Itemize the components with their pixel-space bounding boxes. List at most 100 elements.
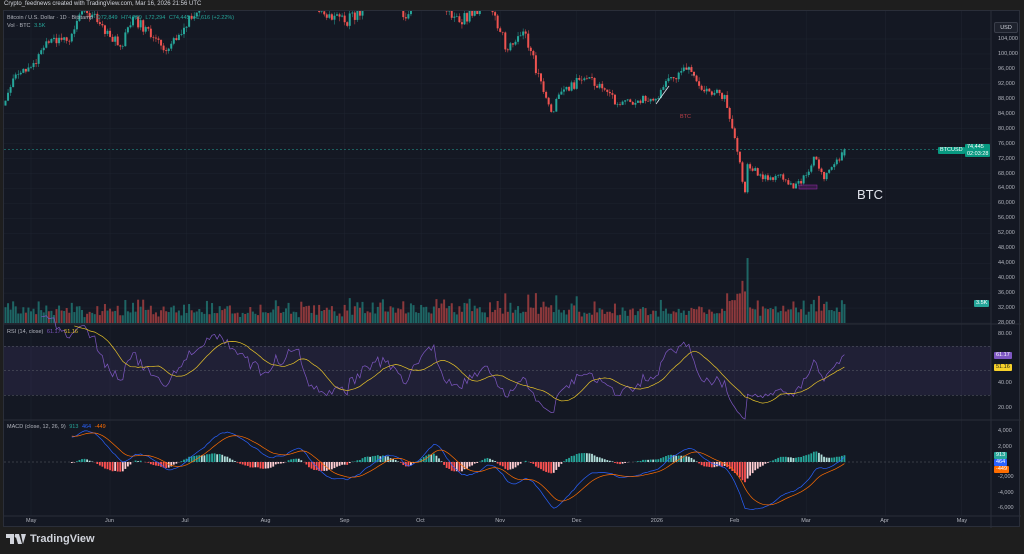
candle-body <box>672 77 675 79</box>
candle-body <box>667 78 670 82</box>
volume-bar <box>736 293 739 323</box>
volume-bar <box>690 307 693 323</box>
macd-histogram-bar <box>200 455 203 462</box>
macd-histogram-bar <box>422 457 425 462</box>
volume-bar <box>721 308 724 323</box>
macd-histogram-bar <box>718 462 721 467</box>
macd-histogram-bar <box>180 461 183 462</box>
macd-histogram-bar <box>596 456 598 462</box>
volume-bar <box>634 315 637 323</box>
macd-histogram-bar <box>782 456 785 462</box>
macd-histogram-bar <box>328 462 331 470</box>
volume-bar <box>292 311 295 323</box>
volume-bar <box>180 315 183 323</box>
candle-body <box>30 67 32 68</box>
candle-body <box>52 37 55 40</box>
macd-histogram-bar <box>443 462 445 465</box>
candle-body <box>797 181 800 184</box>
candle-body <box>55 37 58 44</box>
volume-bar <box>506 311 509 323</box>
volume-bar <box>330 306 333 323</box>
volume-bar <box>425 306 428 323</box>
volume-bar <box>384 311 387 323</box>
volume-bar <box>111 311 114 323</box>
volume-bar <box>190 310 193 323</box>
volume-bar <box>682 310 685 323</box>
macd-histogram-bar <box>690 457 693 462</box>
macd-histogram-bar <box>662 457 665 462</box>
volume-bar <box>440 303 443 323</box>
volume-bar <box>723 310 726 323</box>
candle-body <box>759 174 762 176</box>
macd-histogram-bar <box>223 456 226 462</box>
macd-histogram-bar <box>114 462 117 471</box>
volume-bar <box>200 312 203 323</box>
volume-bar <box>297 317 300 323</box>
volume-bar <box>142 299 145 323</box>
macd-histogram-bar <box>124 462 127 469</box>
macd-histogram-bar <box>489 458 491 462</box>
candle-body <box>144 27 147 32</box>
volume-bar <box>560 312 563 323</box>
tradingview-logo[interactable]: TradingView <box>6 533 95 545</box>
annotation-small-btc[interactable]: BTC <box>680 114 691 120</box>
candle-body <box>733 128 736 139</box>
macd-histogram-bar <box>359 460 361 462</box>
volume-bar <box>795 307 797 323</box>
candle-body <box>175 38 178 41</box>
macd-histogram-bar <box>466 462 468 469</box>
currency-button[interactable]: USD <box>994 22 1018 33</box>
candle-body <box>468 11 471 22</box>
macd-histogram-bar <box>410 462 412 466</box>
chart-canvas[interactable] <box>4 11 1021 528</box>
volume-bar <box>438 308 440 323</box>
volume-bar <box>744 291 746 323</box>
symbol-title[interactable]: Bitcoin / U.S. Dollar · 1D · Bitstamp <box>7 15 93 21</box>
time-tick: Jul <box>181 518 189 524</box>
candle-body <box>552 111 555 113</box>
candle-body <box>654 98 657 101</box>
candle-body <box>183 27 185 35</box>
volume-bar <box>124 299 127 323</box>
volume-bar <box>223 308 226 323</box>
volume-bar <box>251 311 254 323</box>
volume-bar <box>517 306 520 323</box>
chart-frame[interactable]: Bitcoin / U.S. Dollar · 1D · Bitstamp O7… <box>3 10 1021 528</box>
candle-body <box>351 12 354 14</box>
macd-histogram-bar <box>535 462 537 467</box>
volume-bar <box>583 312 586 323</box>
candle-body <box>83 11 86 12</box>
price-tick: 84,000 <box>998 110 1015 117</box>
volume-bar <box>12 301 15 323</box>
volume-bar <box>445 308 448 323</box>
macd-histogram-bar <box>81 459 83 462</box>
ohlc-open: O72,849 <box>96 15 118 21</box>
volume-bar <box>685 314 688 323</box>
macd-histogram-value: 913 <box>69 424 79 430</box>
volume-bar <box>137 299 140 323</box>
time-tick: Mar <box>801 518 811 524</box>
candle-body <box>96 13 99 23</box>
annotation-big-btc[interactable]: BTC <box>857 187 883 202</box>
macd-histogram-bar <box>476 462 479 463</box>
candle-body <box>680 71 683 73</box>
macd-histogram-bar <box>382 455 384 462</box>
macd-histogram-bar <box>506 462 509 471</box>
volume-bar <box>772 309 775 323</box>
volume-bar <box>185 312 188 323</box>
ohlc-high: H74,789 <box>121 15 142 21</box>
candle-body <box>42 47 45 51</box>
volume-bar <box>616 315 619 323</box>
candle-body <box>172 38 175 44</box>
candle-body <box>547 97 550 105</box>
volume-bar <box>42 312 45 323</box>
macd-histogram-bar <box>392 458 394 462</box>
volume-bar <box>73 312 76 323</box>
macd-histogram-bar <box>603 459 606 462</box>
volume-bar <box>134 311 137 323</box>
candle-body <box>157 38 160 40</box>
candle-body <box>593 77 596 86</box>
candle-body <box>698 81 701 86</box>
candle-body <box>659 89 662 99</box>
macd-histogram-bar <box>211 453 213 462</box>
